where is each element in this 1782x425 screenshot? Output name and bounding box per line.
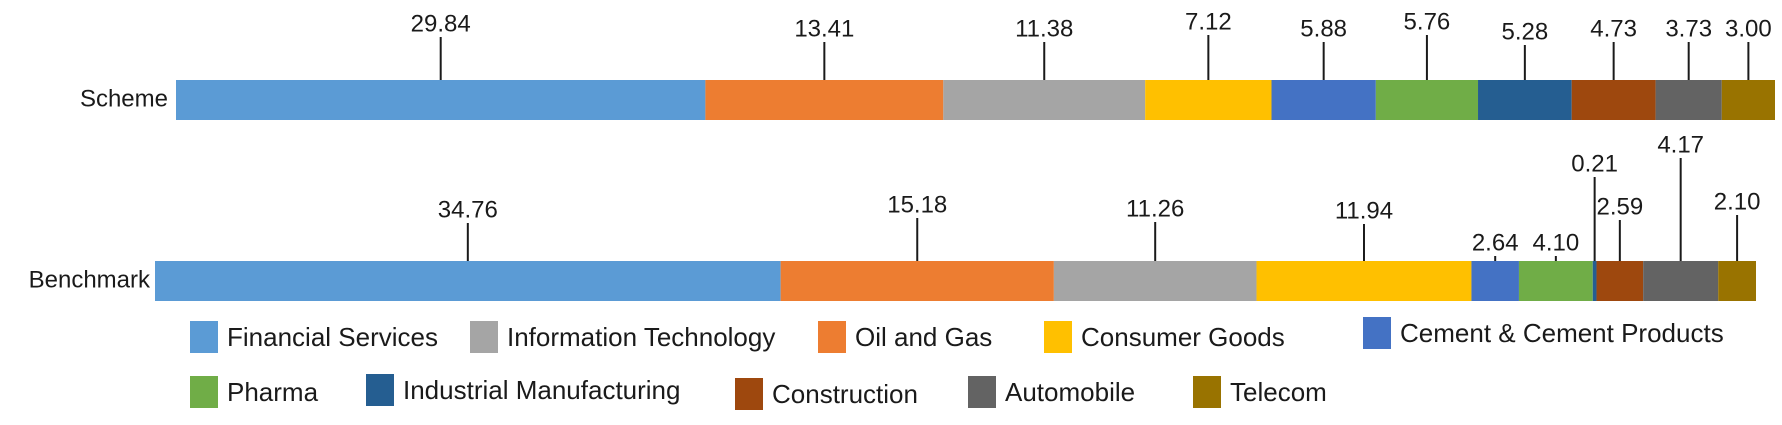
legend-swatch	[366, 374, 394, 406]
data-label-cement-and-cement-products: 2.64	[1472, 229, 1519, 256]
bar-segment-pharma	[1375, 80, 1479, 120]
data-label-information-technology: 11.26	[1126, 195, 1184, 222]
legend-item-oil-and-gas: Oil and Gas	[818, 321, 992, 353]
legend-swatch	[735, 378, 763, 410]
legend-label: Construction	[772, 379, 918, 409]
legend-label: Information Technology	[507, 322, 775, 352]
legend-item-construction: Construction	[735, 378, 918, 410]
data-label-pharma: 5.76	[1404, 8, 1451, 35]
legend-swatch	[1363, 317, 1391, 349]
legend: Financial Services Information Technology…	[190, 317, 1724, 410]
bar-segment-automobile	[1643, 261, 1719, 301]
legend-label: Consumer Goods	[1081, 322, 1285, 352]
legend-swatch	[190, 321, 218, 353]
bar-row-benchmark: Benchmark 34.76 15.18 11.26 11.94 2.64 4.10 0.2…	[29, 131, 1761, 301]
data-label-telecom: 2.10	[1714, 188, 1761, 215]
bar-segment-industrial-manufacturing	[1478, 80, 1572, 120]
legend-label: Oil and Gas	[855, 322, 992, 352]
bar-segment-information-technology	[943, 80, 1146, 120]
chart-rows: Scheme 29.84 13.41 11.38 7.12 5.88 5.76 5.28 4.7…	[29, 8, 1775, 301]
data-label-oil-and-gas: 15.18	[887, 191, 947, 218]
row-label-scheme: Scheme	[80, 85, 168, 112]
legend-label: Automobile	[1005, 377, 1135, 407]
legend-label: Financial Services	[227, 322, 438, 352]
legend-item-telecom: Telecom	[1193, 376, 1327, 408]
legend-item-pharma: Pharma	[190, 376, 319, 408]
data-label-cement-and-cement-products: 5.88	[1300, 15, 1347, 42]
bar-segment-oil-and-gas	[780, 261, 1054, 301]
data-label-consumer-goods: 11.94	[1335, 197, 1393, 224]
bar-segment-cement-and-cement-products	[1471, 261, 1519, 301]
legend-item-automobile: Automobile	[968, 376, 1135, 408]
bar-segment-information-technology	[1053, 261, 1257, 301]
legend-swatch	[968, 376, 996, 408]
bar-segment-pharma	[1518, 261, 1593, 301]
data-label-automobile: 4.17	[1657, 131, 1704, 158]
bar-segment-industrial-manufacturing	[1592, 261, 1597, 301]
data-label-information-technology: 11.38	[1015, 15, 1073, 42]
data-label-automobile: 3.73	[1665, 15, 1712, 42]
data-label-construction: 2.59	[1596, 193, 1643, 220]
legend-label: Pharma	[227, 377, 319, 407]
bar-segment-automobile	[1655, 80, 1722, 120]
bar-segment-telecom	[1718, 261, 1756, 301]
bar-segment-cement-and-cement-products	[1271, 80, 1376, 120]
data-label-financial-services: 34.76	[438, 196, 498, 223]
data-label-industrial-manufacturing: 5.28	[1501, 18, 1548, 45]
data-label-financial-services: 29.84	[411, 10, 471, 37]
bar-segment-telecom	[1721, 80, 1775, 120]
legend-item-information-technology: Information Technology	[470, 321, 775, 353]
bar-segment-financial-services	[155, 261, 781, 301]
bar-segment-financial-services	[176, 80, 706, 120]
legend-item-consumer-goods: Consumer Goods	[1044, 321, 1285, 353]
data-label-telecom: 3.00	[1725, 15, 1772, 42]
bar-segment-consumer-goods	[1256, 261, 1472, 301]
data-label-pharma: 4.10	[1532, 229, 1579, 256]
bar-row-scheme: Scheme 29.84 13.41 11.38 7.12 5.88 5.76 5.28 4.7…	[80, 8, 1775, 120]
data-label-consumer-goods: 7.12	[1185, 8, 1232, 35]
row-label-benchmark: Benchmark	[29, 266, 151, 293]
legend-item-industrial-manufacturing: Industrial Manufacturing	[366, 374, 680, 406]
bar-segment-construction	[1571, 80, 1656, 120]
legend-swatch	[818, 321, 846, 353]
data-label-construction: 4.73	[1590, 15, 1637, 42]
legend-item-cement-and-cement-products: Cement & Cement Products	[1363, 317, 1724, 349]
data-label-oil-and-gas: 13.41	[794, 15, 854, 42]
legend-swatch	[470, 321, 498, 353]
bar-segment-construction	[1596, 261, 1644, 301]
data-label-industrial-manufacturing: 0.21	[1571, 150, 1618, 177]
legend-item-financial-services: Financial Services	[190, 321, 438, 353]
bar-segment-oil-and-gas	[705, 80, 944, 120]
legend-label: Industrial Manufacturing	[403, 375, 680, 405]
legend-label: Cement & Cement Products	[1400, 318, 1724, 348]
legend-swatch	[190, 376, 218, 408]
legend-label: Telecom	[1230, 377, 1327, 407]
legend-swatch	[1044, 321, 1072, 353]
bar-segment-consumer-goods	[1145, 80, 1272, 120]
legend-swatch	[1193, 376, 1221, 408]
